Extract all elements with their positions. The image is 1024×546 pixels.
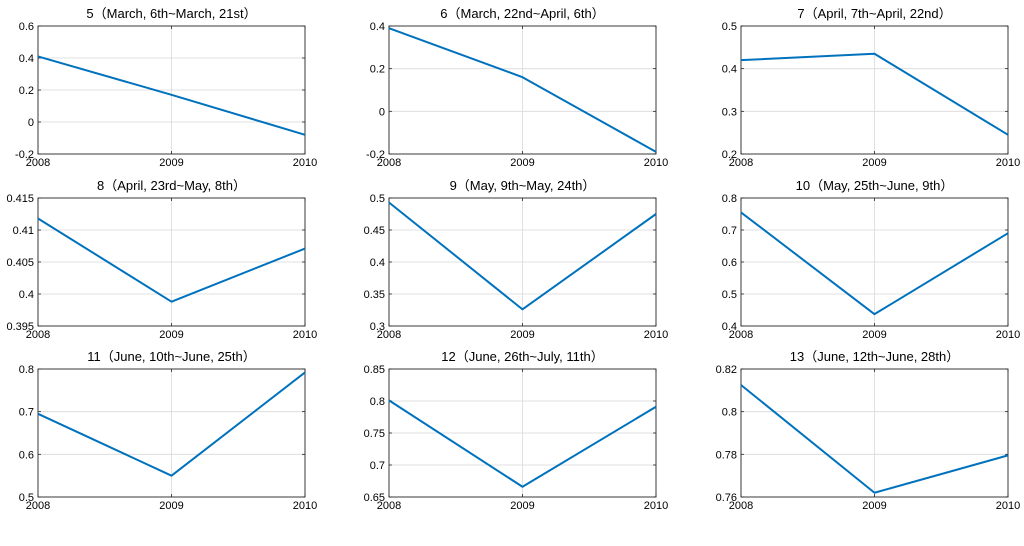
x-tick-label: 2008 bbox=[377, 500, 401, 512]
x-tick-label: 2010 bbox=[996, 500, 1020, 512]
y-tick-label: 0.3 bbox=[722, 106, 737, 118]
y-tick-label: 0.4 bbox=[370, 21, 385, 33]
x-tick-label: 2010 bbox=[644, 500, 668, 512]
subplot-title: 11（June, 10th~June, 25th） bbox=[87, 349, 256, 364]
y-tick-label: 0.8 bbox=[19, 364, 34, 376]
subplot-title: 7（April, 7th~April, 22nd） bbox=[797, 6, 951, 21]
x-tick-label: 2009 bbox=[510, 157, 534, 169]
y-tick-label: 0.4 bbox=[370, 257, 385, 269]
x-tick-label: 2009 bbox=[510, 329, 534, 341]
y-tick-label: 0.4 bbox=[19, 53, 34, 65]
y-tick-label: 0.5 bbox=[722, 21, 737, 33]
subplot-2: -0.2 0 0.2 0.4 2008 2009 2010 6（March, 22nd~Apr… bbox=[366, 6, 668, 169]
x-tick-label: 2009 bbox=[862, 500, 886, 512]
y-tick-label: 0.2 bbox=[370, 64, 385, 76]
x-tick-label: 2008 bbox=[729, 157, 753, 169]
x-tick-label: 2008 bbox=[729, 329, 753, 341]
y-tick-label: 0.8 bbox=[722, 193, 737, 205]
y-tick-label: 0.3 bbox=[370, 321, 385, 333]
y-tick-label: 0.45 bbox=[364, 225, 385, 237]
x-tick-label: 2008 bbox=[26, 500, 50, 512]
y-tick-label: 0.35 bbox=[364, 289, 385, 301]
y-tick-label: 0.5 bbox=[722, 289, 737, 301]
y-tick-label: -0.2 bbox=[366, 149, 385, 161]
subplot-title: 6（March, 22nd~April, 6th） bbox=[440, 6, 604, 21]
y-tick-label: 0.4 bbox=[722, 321, 737, 333]
subplot-title: 12（June, 26th~July, 11th） bbox=[441, 349, 603, 364]
x-tick-label: 2009 bbox=[510, 500, 534, 512]
subplot-7: 0.5 0.6 0.7 0.8 2008 2009 2010 11（June, 10th~Ju… bbox=[19, 349, 318, 512]
x-tick-label: 2008 bbox=[26, 329, 50, 341]
x-tick-label: 2009 bbox=[862, 157, 886, 169]
subplot-5: 0.3 0.35 0.4 0.45 0.5 2008 2009 2010 9（May, 9th~… bbox=[364, 178, 669, 341]
y-tick-label: 0.76 bbox=[716, 492, 737, 504]
y-tick-label: 0.82 bbox=[716, 364, 737, 376]
x-tick-label: 2008 bbox=[26, 157, 50, 169]
y-tick-label: 0.75 bbox=[364, 428, 385, 440]
x-tick-label: 2010 bbox=[996, 157, 1020, 169]
subplot-title: 8（April, 23rd~May, 8th） bbox=[97, 178, 246, 193]
y-tick-label: 0.65 bbox=[364, 492, 385, 504]
x-tick-label: 2008 bbox=[377, 157, 401, 169]
y-tick-label: 0 bbox=[379, 106, 385, 118]
x-tick-label: 2010 bbox=[996, 329, 1020, 341]
subplot-3: 0.2 0.3 0.4 0.5 2008 2009 2010 7（April, 7th~Apr… bbox=[722, 6, 1021, 169]
y-tick-label: 0.41 bbox=[13, 225, 34, 237]
subplot-1: -0.2 0 0.2 0.4 0.6 2008 2009 2010 5（March, 6th~M… bbox=[15, 6, 317, 169]
y-tick-label: 0.7 bbox=[370, 460, 385, 472]
subplot-8: 0.65 0.7 0.75 0.8 0.85 2008 2009 2010 12（June, 2… bbox=[364, 349, 669, 512]
subplot-4: 0.395 0.4 0.405 0.41 0.415 2008 2009 2010 8（Apri… bbox=[6, 178, 317, 341]
subplot-title: 5（March, 6th~March, 21st） bbox=[86, 6, 256, 21]
y-tick-label: 0.4 bbox=[19, 289, 34, 301]
x-tick-label: 2010 bbox=[293, 329, 317, 341]
y-tick-label: 0.8 bbox=[370, 396, 385, 408]
x-tick-label: 2010 bbox=[644, 157, 668, 169]
subplot-6: 0.4 0.5 0.6 0.7 0.8 2008 2009 2010 10（May, 25th~… bbox=[722, 178, 1021, 341]
x-tick-label: 2008 bbox=[377, 329, 401, 341]
y-tick-label: 0.6 bbox=[722, 257, 737, 269]
y-tick-label: 0.5 bbox=[370, 193, 385, 205]
y-tick-label: 0.2 bbox=[722, 149, 737, 161]
y-tick-label: 0.78 bbox=[716, 449, 737, 461]
y-tick-label: 0.4 bbox=[722, 64, 737, 76]
y-tick-label: 0.395 bbox=[6, 321, 34, 333]
y-tick-label: 0.405 bbox=[6, 257, 34, 269]
x-tick-label: 2008 bbox=[729, 500, 753, 512]
x-tick-label: 2009 bbox=[159, 329, 183, 341]
subplot-9: 0.76 0.78 0.8 0.82 2008 2009 2010 13（June, 12th… bbox=[716, 349, 1021, 512]
y-tick-label: -0.2 bbox=[15, 149, 34, 161]
y-tick-label: 0.415 bbox=[6, 193, 34, 205]
y-tick-label: 0.7 bbox=[722, 225, 737, 237]
subplot-title: 13（June, 12th~June, 28th） bbox=[790, 349, 959, 364]
y-tick-label: 0.2 bbox=[19, 85, 34, 97]
x-tick-label: 2010 bbox=[293, 500, 317, 512]
x-tick-label: 2009 bbox=[159, 157, 183, 169]
x-tick-label: 2010 bbox=[293, 157, 317, 169]
y-tick-label: 0.8 bbox=[722, 407, 737, 419]
y-tick-label: 0 bbox=[28, 117, 34, 129]
y-tick-label: 0.6 bbox=[19, 21, 34, 33]
y-tick-label: 0.5 bbox=[19, 492, 34, 504]
x-tick-label: 2009 bbox=[862, 329, 886, 341]
y-tick-label: 0.7 bbox=[19, 407, 34, 419]
y-tick-label: 0.85 bbox=[364, 364, 385, 376]
x-tick-label: 2009 bbox=[159, 500, 183, 512]
y-tick-label: 0.6 bbox=[19, 449, 34, 461]
x-tick-label: 2010 bbox=[644, 329, 668, 341]
subplot-title: 9（May, 9th~May, 24th） bbox=[450, 178, 596, 193]
subplot-title: 10（May, 25th~June, 9th） bbox=[796, 178, 954, 193]
